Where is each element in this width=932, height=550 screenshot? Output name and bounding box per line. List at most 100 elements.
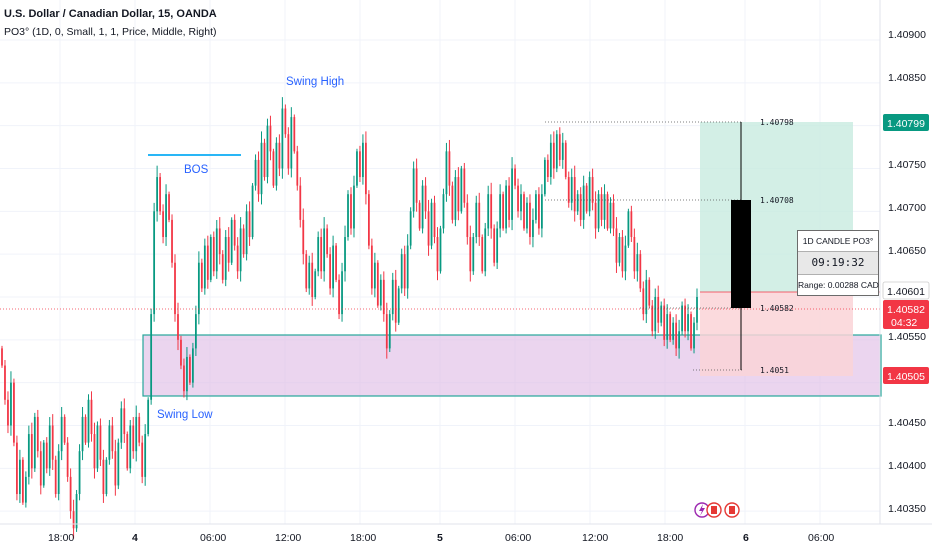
candle-body[interactable] [117, 442, 120, 486]
candle-body[interactable] [33, 416, 36, 469]
candle-body[interactable] [582, 185, 585, 220]
candle-body[interactable] [636, 254, 639, 272]
candle-body[interactable] [573, 177, 576, 212]
candle-body[interactable] [332, 245, 334, 289]
candle-body[interactable] [159, 177, 161, 212]
candle-body[interactable] [514, 168, 516, 186]
candle-body[interactable] [224, 237, 227, 280]
candle-body[interactable] [681, 305, 683, 332]
candle-body[interactable] [248, 211, 251, 238]
candle-body[interactable] [388, 314, 391, 349]
candle-body[interactable] [594, 202, 597, 229]
candle-body[interactable] [60, 416, 63, 452]
candle-body[interactable] [621, 237, 624, 272]
candle-body[interactable] [30, 434, 33, 469]
candle-body[interactable] [672, 322, 675, 340]
candle-body[interactable] [436, 237, 439, 272]
candle-body[interactable] [54, 459, 57, 495]
candle-body[interactable] [564, 142, 567, 178]
candle-body[interactable] [269, 125, 272, 152]
candle-body[interactable] [75, 494, 78, 529]
candle-body[interactable] [526, 202, 528, 229]
candle-body[interactable] [597, 194, 600, 229]
candle-body[interactable] [600, 194, 603, 220]
candle-body[interactable] [66, 442, 69, 477]
candle-body[interactable] [606, 194, 609, 229]
candle-body[interactable] [475, 202, 478, 238]
candle-body[interactable] [126, 434, 129, 469]
last-price-badge[interactable] [883, 300, 929, 329]
candle-body[interactable] [45, 442, 48, 469]
candle-body[interactable] [180, 339, 182, 366]
candle-body[interactable] [538, 194, 540, 229]
candle-body[interactable] [200, 262, 203, 289]
prev-price-badge[interactable] [882, 281, 930, 300]
candle-body[interactable] [517, 185, 519, 212]
candle-body[interactable] [651, 305, 654, 332]
candle-body[interactable] [678, 331, 680, 349]
candle-body[interactable] [511, 168, 513, 220]
candle-body[interactable] [603, 194, 606, 220]
candle-body[interactable] [543, 159, 546, 195]
candle-body[interactable] [114, 451, 117, 486]
candle-body[interactable] [376, 262, 379, 306]
candle-body[interactable] [693, 322, 695, 349]
candle-body[interactable] [245, 211, 248, 255]
candle-body[interactable] [493, 228, 496, 263]
candle-body[interactable] [484, 228, 487, 272]
candle-body[interactable] [335, 245, 337, 280]
candle-body[interactable] [329, 254, 332, 289]
candle-body[interactable] [540, 194, 543, 229]
candle-body[interactable] [609, 202, 612, 229]
candle-body[interactable] [236, 245, 239, 272]
candle-body[interactable] [427, 211, 430, 246]
candle-body[interactable] [424, 185, 427, 212]
stop-loss-area[interactable] [700, 292, 853, 376]
candle-body[interactable] [221, 254, 224, 280]
indicator-legend[interactable]: PO3° (1D, 0, Small, 1, 1, Price, Middle,… [4, 26, 217, 38]
candle-body[interactable] [442, 194, 445, 229]
candle-body[interactable] [156, 177, 159, 212]
candle-body[interactable] [305, 254, 308, 289]
candle-body[interactable] [448, 151, 451, 186]
candle-body[interactable] [209, 237, 212, 280]
candle-body[interactable] [633, 237, 636, 272]
candle-body[interactable] [263, 142, 266, 178]
high-price-badge[interactable] [883, 114, 929, 131]
candle-body[interactable] [627, 211, 630, 246]
candle-body[interactable] [299, 185, 302, 220]
candle-body[interactable] [311, 262, 314, 297]
candle-body[interactable] [645, 279, 648, 315]
candle-body[interactable] [24, 476, 27, 503]
candle-body[interactable] [132, 425, 135, 452]
candle-body[interactable] [230, 219, 233, 263]
candle-body[interactable] [567, 177, 570, 203]
candle-body[interactable] [27, 434, 30, 477]
candle-body[interactable] [666, 314, 669, 340]
candle-body[interactable] [618, 237, 621, 263]
candle-body[interactable] [615, 228, 618, 263]
candle-body[interactable] [457, 177, 460, 212]
candle-body[interactable] [7, 399, 9, 426]
candle-body[interactable] [284, 108, 287, 135]
candle-body[interactable] [365, 142, 367, 195]
candle-body[interactable] [409, 211, 412, 246]
candle-body[interactable] [535, 194, 537, 220]
candle-body[interactable] [227, 237, 230, 263]
candle-body[interactable] [72, 511, 75, 529]
candle-body[interactable] [287, 134, 290, 169]
candle-body[interactable] [111, 425, 114, 452]
candle-body[interactable] [10, 382, 12, 426]
candle-body[interactable] [192, 348, 194, 383]
candle-body[interactable] [338, 279, 340, 315]
candle-body[interactable] [317, 237, 320, 272]
candle-body[interactable] [576, 194, 579, 212]
candle-body[interactable] [272, 151, 275, 186]
candle-body[interactable] [326, 228, 329, 255]
candle-body[interactable] [433, 202, 436, 238]
candle-body[interactable] [639, 254, 642, 289]
candle-body[interactable] [266, 125, 269, 178]
candle-body[interactable] [460, 168, 463, 212]
candle-body[interactable] [624, 245, 627, 272]
candle-body[interactable] [454, 177, 457, 220]
